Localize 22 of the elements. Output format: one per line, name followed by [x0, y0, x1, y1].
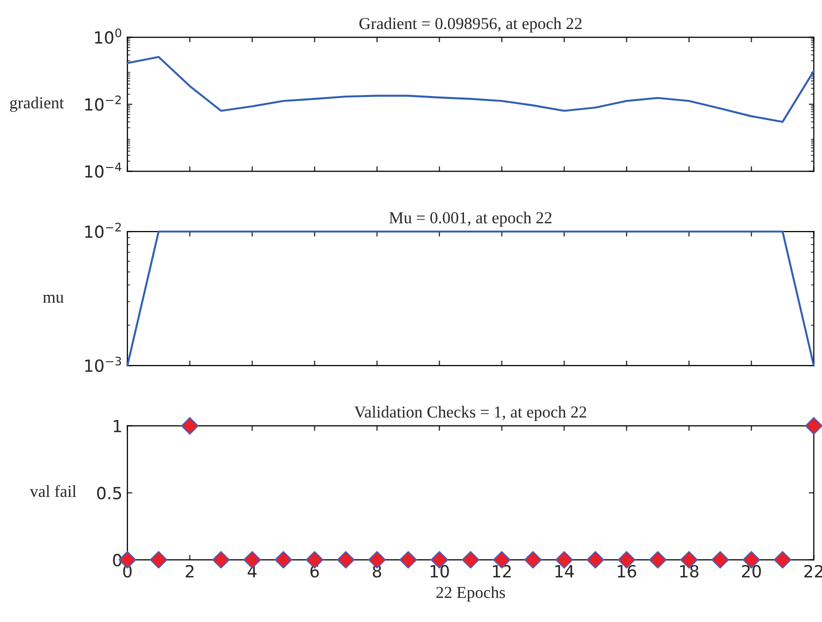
x-tick-label: 16 [618, 564, 636, 578]
chart-title: Gradient = 0.098956, at epoch 22 [359, 17, 582, 33]
y-tick-label: 10$^{−2}$ [85, 222, 121, 238]
x-tick-label: 18 [680, 564, 698, 578]
y-tick-label: 10$^{−3}$ [85, 356, 122, 372]
y-axis-title: gradient [10, 96, 64, 112]
y-tick-label: 10$^{−2}$ [85, 95, 121, 111]
x-tick-label: 10 [430, 564, 449, 578]
y-tick-label: 1 [114, 420, 122, 432]
y-axis-title: val fail [30, 485, 76, 497]
chart-title: Validation Checks = 1, at epoch 22 [354, 406, 586, 422]
x-axis-title: 22 Epochs [436, 586, 505, 602]
x-tick-label: 12 [493, 564, 511, 578]
chart-title: Mu = 0.001, at epoch 22 [389, 212, 552, 227]
y-tick-label: 0.5 [97, 486, 122, 500]
x-tick-label: 20 [742, 564, 761, 578]
x-tick-label: 14 [555, 565, 574, 578]
line-series [126, 56, 815, 123]
x-tick-label: 2 [186, 564, 194, 578]
y-tick-label: 10$^{0}$ [95, 28, 122, 44]
y-tick-label: 10$^{−4}$ [85, 162, 122, 178]
y-axis-title: mu [42, 294, 64, 303]
